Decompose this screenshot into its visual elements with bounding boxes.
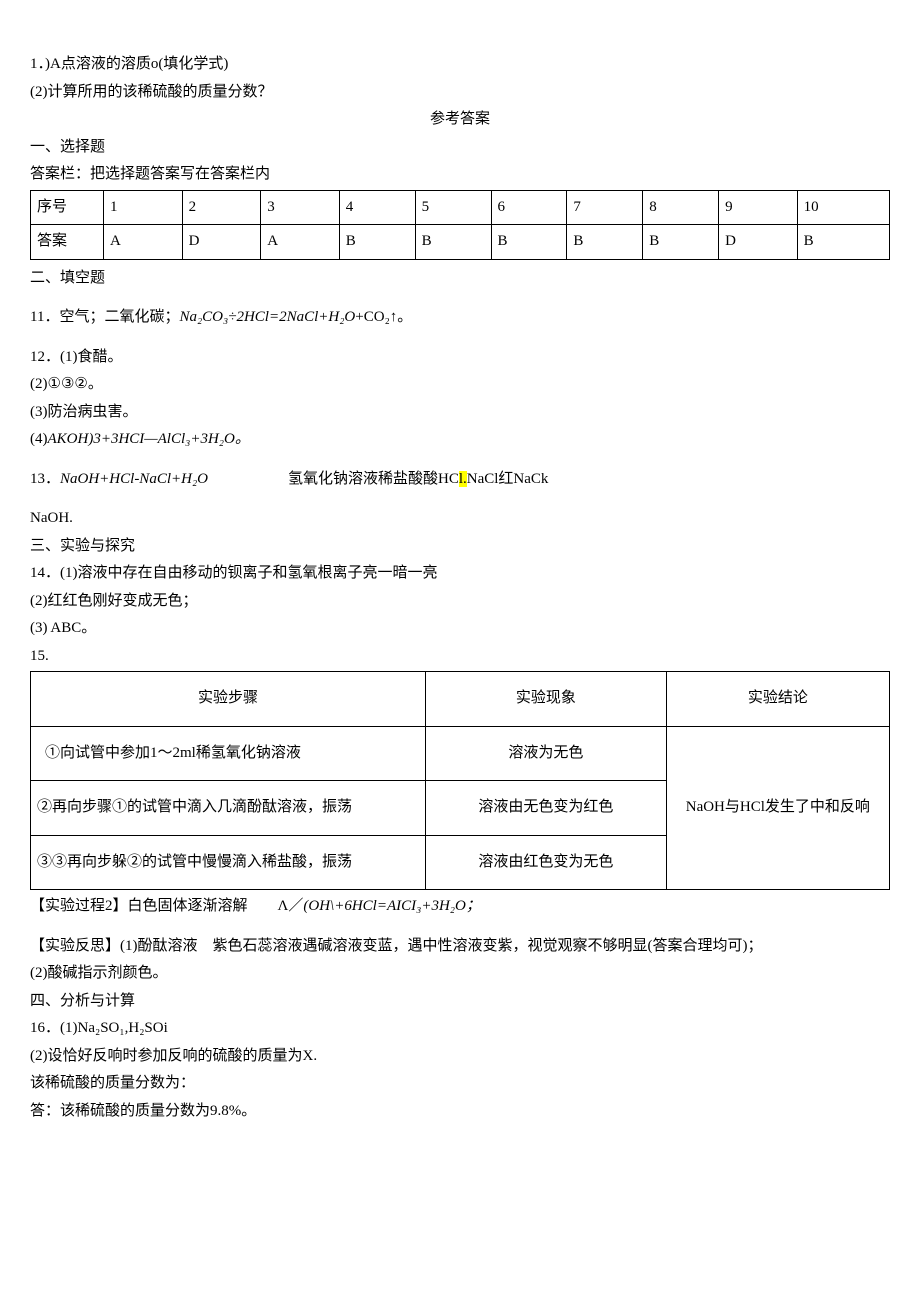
cell: 2 [182, 190, 261, 225]
experiment-table: 实验步骤 实验现象 实验结论 ①向试管中参加1～2ml稀氢氧化钠溶液 溶液为无色… [30, 671, 890, 890]
answer-14-3: (3) ABC。 [30, 616, 890, 642]
answer-grid: 序号 1 2 3 4 5 6 7 8 9 10 答案 A D A B B B B… [30, 190, 890, 260]
cell: 8 [643, 190, 719, 225]
cell: ③③再向步躲②的试管中慢慢滴入稀盐酸，振荡 [31, 835, 426, 890]
cell: 7 [567, 190, 643, 225]
equation: NaOH+HCl-NaCl+H₂O [60, 471, 208, 487]
text: NaCl红NaCk [467, 471, 549, 487]
cell: ②再向步骤①的试管中滴入几滴酚酞溶液，振荡 [31, 781, 426, 836]
answer-13: 13．NaOH+HCl-NaCl+H₂O 氢氧化钠溶液稀盐酸酸HCl.NaCl红N… [30, 467, 890, 493]
text: +CO₂↑。 [355, 309, 412, 325]
table-row: ①向试管中参加1～2ml稀氢氧化钠溶液 溶液为无色 NaOH与HCl发生了中和反… [31, 726, 890, 781]
text: 13． [30, 471, 60, 487]
cell: A [104, 225, 183, 260]
cell: B [643, 225, 719, 260]
cell: 序号 [31, 190, 104, 225]
cell: 溶液为无色 [426, 726, 667, 781]
cell: 溶液由红色变为无色 [426, 835, 667, 890]
answer-title: 参考答案 [30, 107, 890, 133]
question-1: 1．)A点溶液的溶质o(填化学式) [30, 52, 890, 78]
section-2-title: 二、填空题 [30, 266, 890, 292]
answer-11: 11．空气；二氧化碳；Na₂CO₃÷2HCl=2NaCl+H₂O+CO₂↑。 [30, 305, 890, 331]
answer-14-1: 14．(1)溶液中存在自由移动的钡离子和氢氧根离子亮一暗一亮 [30, 561, 890, 587]
header-cell: 实验现象 [426, 672, 667, 727]
cell: 4 [339, 190, 415, 225]
cell: 答案 [31, 225, 104, 260]
cell: B [339, 225, 415, 260]
section-4-title: 四、分析与计算 [30, 989, 890, 1015]
text: 【实验过程2】白色固体逐渐溶解 Λ／ [30, 898, 303, 914]
cell: B [415, 225, 491, 260]
table-row: 答案 A D A B B B B B D B [31, 225, 890, 260]
cell: 5 [415, 190, 491, 225]
text: (4) [30, 431, 48, 447]
cell: A [261, 225, 340, 260]
table-row: 序号 1 2 3 4 5 6 7 8 9 10 [31, 190, 890, 225]
text: 11．空气；二氧化碳； [30, 309, 179, 325]
equation: (OH\+6HCl=AICI₃+3H₂O； [303, 898, 480, 914]
answer-12-4: (4)AKOH)3+3HCI—AlCl₃+3H₂O。 [30, 427, 890, 453]
answer-16-3: 该稀硫酸的质量分数为： [30, 1071, 890, 1097]
equation: Na₂CO₃÷2HCl=2NaCl+H₂O [179, 309, 355, 325]
answer-14-2: (2)红红色刚好变成无色； [30, 589, 890, 615]
cell: 1 [104, 190, 183, 225]
answer-16-4: 答：该稀硫酸的质量分数为9.8%。 [30, 1099, 890, 1125]
section-1-note: 答案栏：把选择题答案写在答案栏内 [30, 162, 890, 188]
header-cell: 实验结论 [666, 672, 889, 727]
conclusion-cell: NaOH与HCl发生了中和反响 [666, 726, 889, 890]
naoh-line: NaOH. [30, 506, 890, 532]
answer-16-1: 16．(1)Na₂SO₁,H₂SOi [30, 1016, 890, 1042]
cell: 溶液由无色变为红色 [426, 781, 667, 836]
header-cell: 实验步骤 [31, 672, 426, 727]
text: 氢氧化钠溶液稀盐酸酸HC [288, 471, 459, 487]
equation: AKOH)3+3HCI—AlCl₃+3H₂O。 [48, 431, 250, 447]
cell: 9 [719, 190, 798, 225]
reflect-2: (2)酸碱指示剂颜色。 [30, 961, 890, 987]
answer-12-3: (3)防治病虫害。 [30, 400, 890, 426]
cell: 10 [797, 190, 889, 225]
section-1-title: 一、选择题 [30, 135, 890, 161]
cell: B [491, 225, 567, 260]
answer-16-2: (2)设恰好反响时参加反响的硫酸的质量为X. [30, 1044, 890, 1070]
table-row: 实验步骤 实验现象 实验结论 [31, 672, 890, 727]
cell: 6 [491, 190, 567, 225]
cell: D [719, 225, 798, 260]
question-2: (2)计算所用的该稀硫酸的质量分数？ [30, 80, 890, 106]
cell: 3 [261, 190, 340, 225]
cell: B [797, 225, 889, 260]
answer-12-2: (2)①③②。 [30, 372, 890, 398]
highlight: l. [459, 471, 467, 487]
reflect-1: 【实验反思】(1)酚酞溶液 紫色石蕊溶液遇碱溶液变蓝，遇中性溶液变紫，视觉观察不… [30, 934, 890, 960]
section-3-title: 三、实验与探究 [30, 534, 890, 560]
experiment-process-2: 【实验过程2】白色固体逐渐溶解 Λ／(OH\+6HCl=AICI₃+3H₂O； [30, 894, 890, 920]
cell: D [182, 225, 261, 260]
cell: ①向试管中参加1～2ml稀氢氧化钠溶液 [31, 726, 426, 781]
answer-15: 15. [30, 644, 890, 670]
cell: B [567, 225, 643, 260]
answer-12-1: 12．(1)食醋。 [30, 345, 890, 371]
